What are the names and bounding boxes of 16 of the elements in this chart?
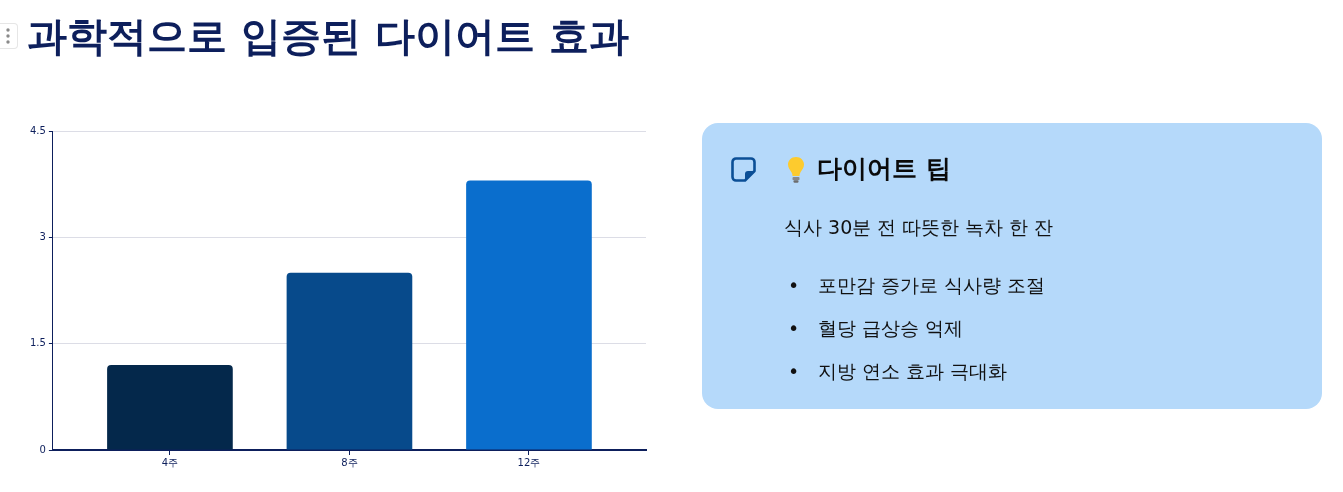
bar [286,272,413,450]
text: 식사 30분 전 따뜻한 녹차 한 잔 [784,215,1054,240]
text: • 지방 연소 효과 극대화 [788,359,1009,384]
y-tick-label: 1.5 [30,337,46,349]
x-tick-label: 4주 [161,456,179,468]
y-tick-label: 3 [39,230,46,242]
text: • 포만감 증가로 식사량 조절 [788,273,1046,298]
bar [107,364,233,450]
x-tick-label: 12주 [517,456,541,468]
text: 다이어트 팁 [817,153,951,185]
x-tick-label: 8주 [341,456,358,468]
y-tick-label: 0 [39,443,46,455]
text: • 혈당 급상승 억제 [788,316,965,341]
bar [466,180,592,450]
y-tick-label: 4.5 [30,124,46,136]
chart-title: 과학적으로 입증된 다이어트 효과 [27,12,629,61]
